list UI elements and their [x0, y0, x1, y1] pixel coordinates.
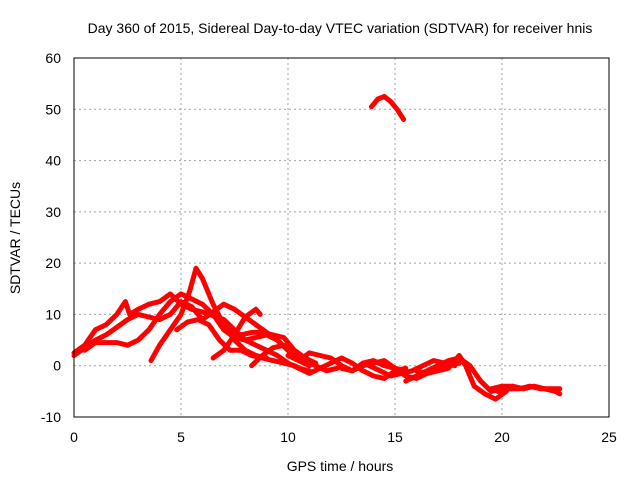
y-tick-label: 20 — [45, 255, 61, 271]
y-tick-label: 10 — [45, 306, 61, 322]
y-tick-label: 40 — [45, 153, 61, 169]
series-line-sat-e — [174, 317, 308, 374]
x-tick-label: 25 — [601, 429, 617, 445]
y-tick-label: 0 — [53, 358, 61, 374]
chart-title: Day 360 of 2015, Sidereal Day-to-day VTE… — [88, 20, 593, 36]
y-tick-label: 30 — [45, 204, 61, 220]
x-tick-label: 0 — [70, 429, 78, 445]
x-tick-label: 20 — [494, 429, 510, 445]
y-axis-label: SDTVAR / TECUs — [7, 182, 23, 294]
plot-frame — [73, 57, 610, 418]
series-line-sat-f — [210, 306, 263, 361]
grid-lines — [74, 58, 609, 417]
y-tick-label: -10 — [41, 409, 61, 425]
data-series — [71, 94, 563, 402]
series-line-sat-p — [495, 383, 563, 394]
x-axis-label: GPS time / hours — [287, 458, 394, 474]
y-tick-label: 50 — [45, 101, 61, 117]
series-line-sat-n — [413, 353, 509, 402]
y-tick-label: 60 — [45, 50, 61, 66]
x-tick-label: 15 — [387, 429, 403, 445]
x-tick-label: 5 — [177, 429, 185, 445]
tick-labels: 0 5 10 15 20 25 -10 0 10 20 30 40 50 60 — [41, 50, 617, 445]
x-tick-label: 10 — [280, 429, 296, 445]
series-line-sat-q — [369, 94, 407, 122]
